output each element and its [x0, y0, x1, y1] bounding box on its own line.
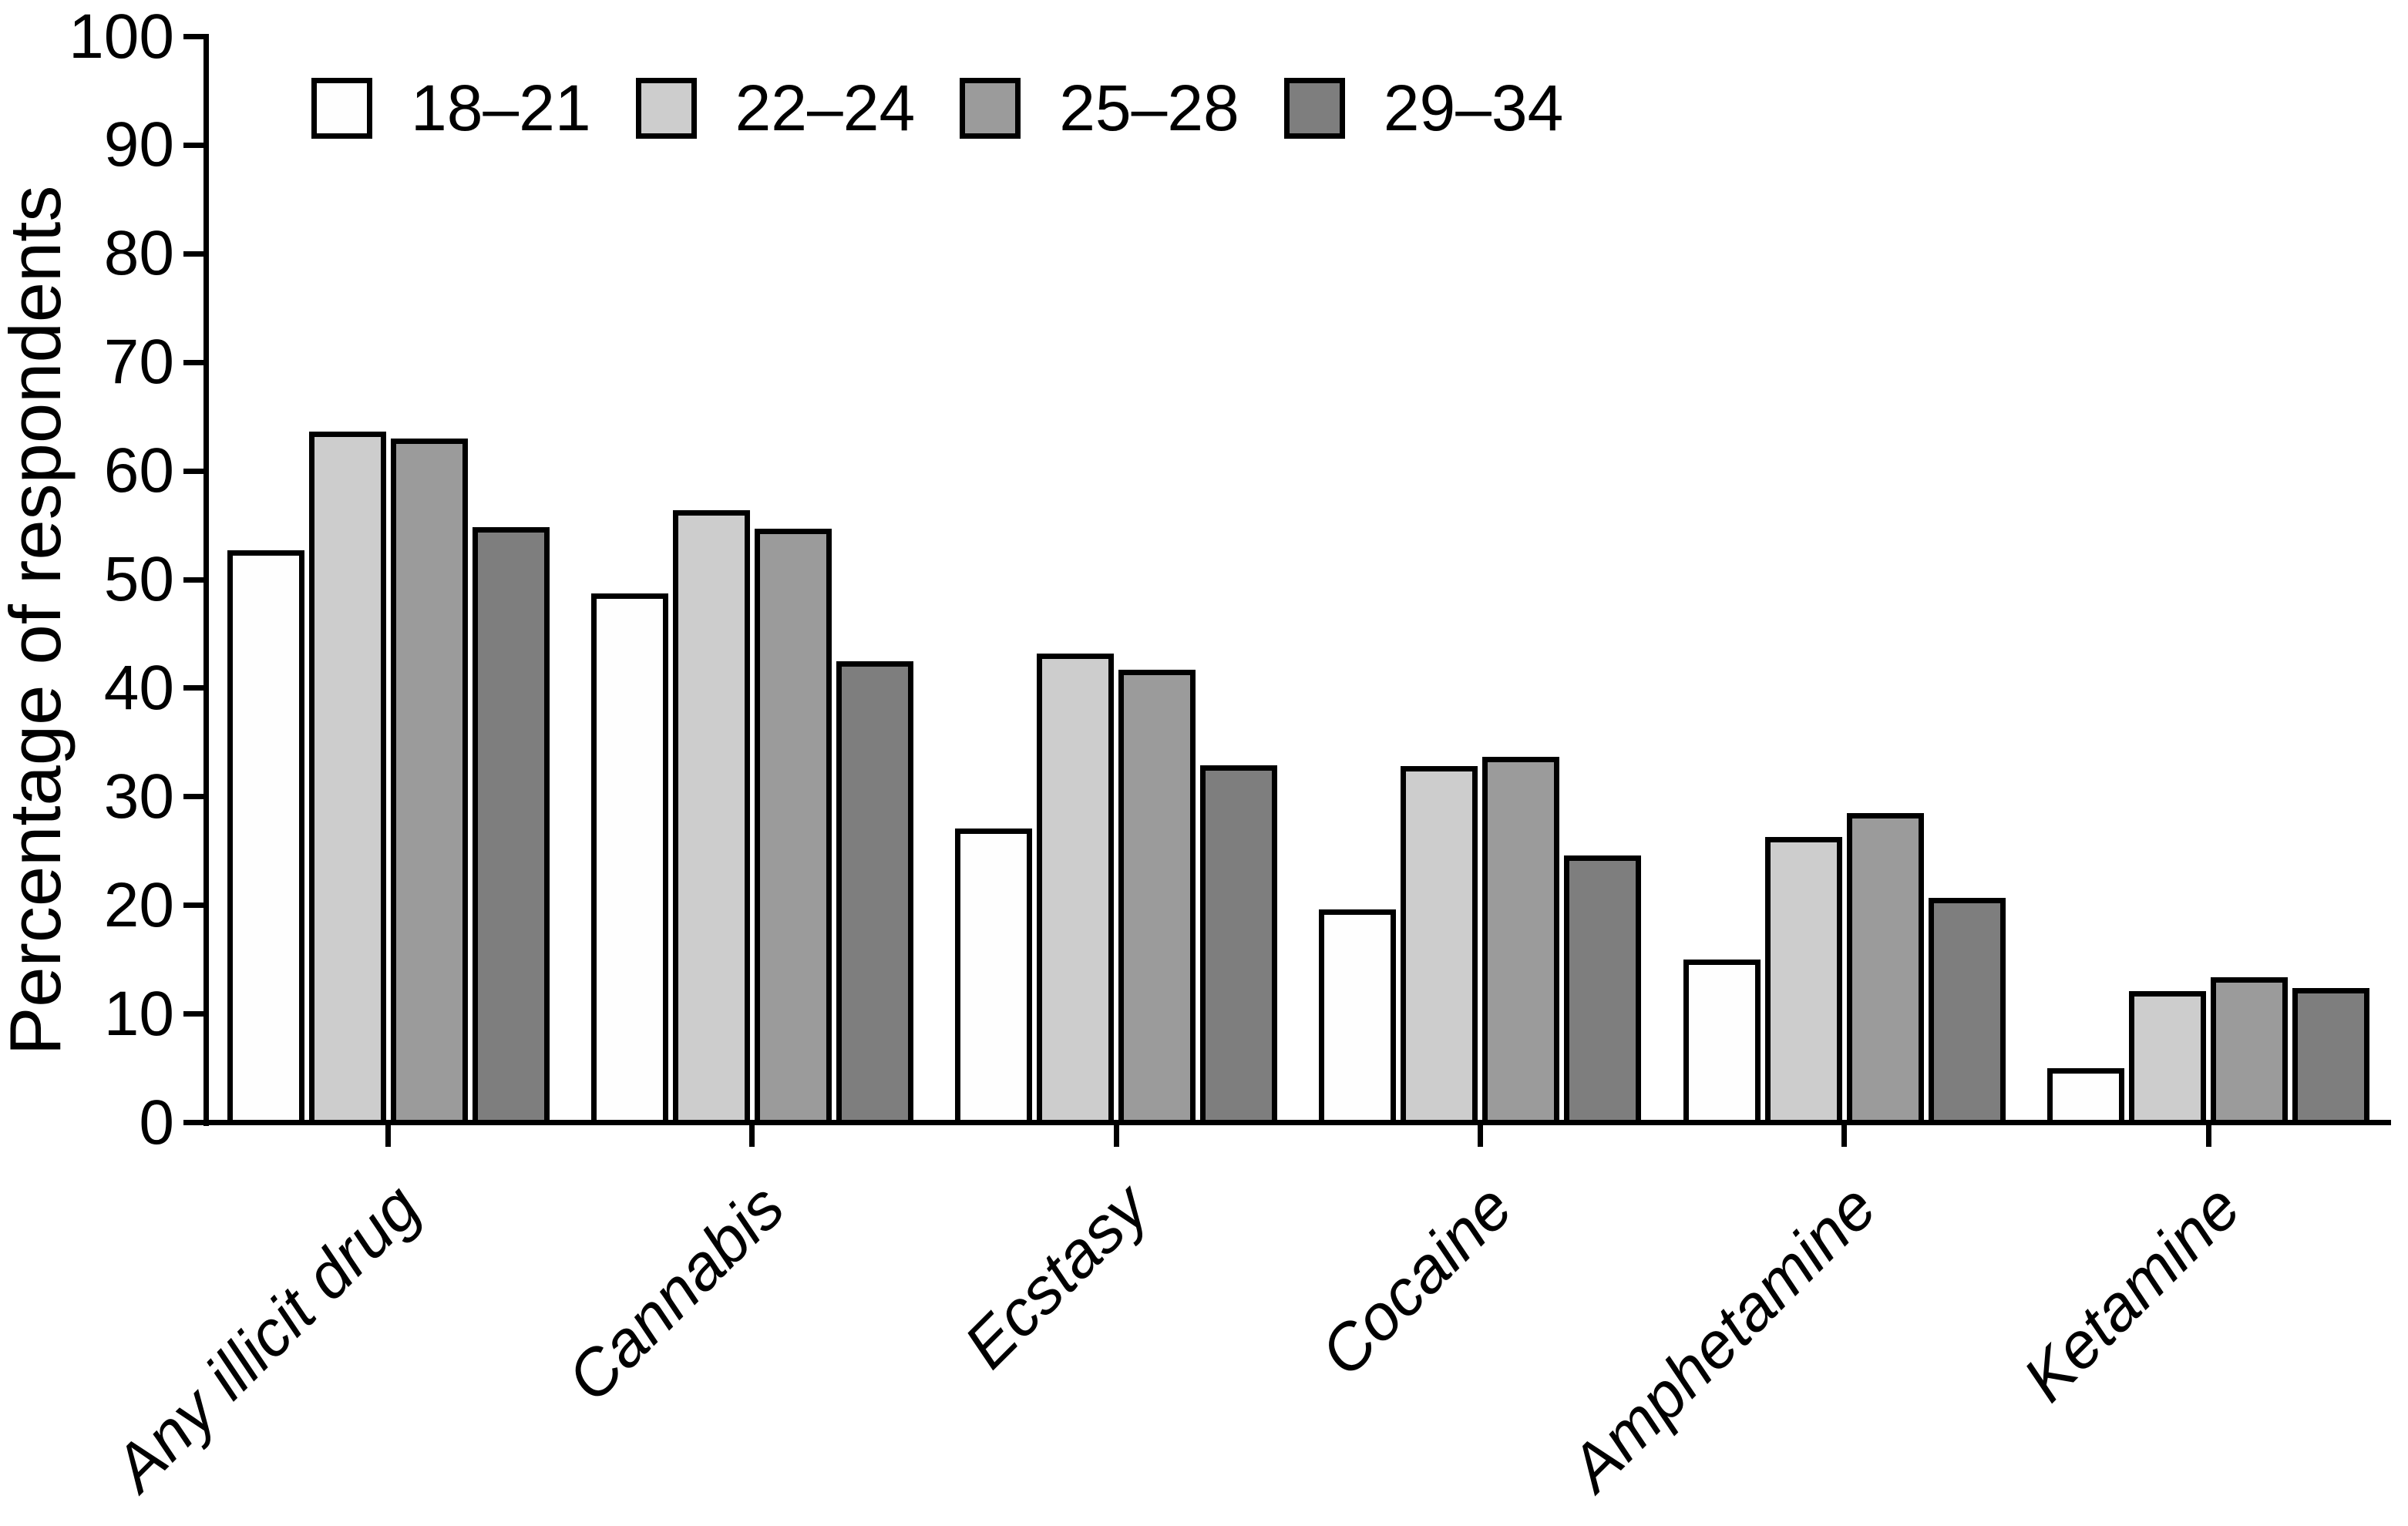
bar-any-illicit-drug-25-28	[390, 438, 468, 1126]
bar-ecstasy-29-34	[1200, 765, 1278, 1126]
bar-ecstasy-25-28	[1118, 669, 1196, 1126]
legend-swatch-29-34	[1283, 77, 1345, 139]
legend-label-25-28: 25–28	[1059, 72, 1239, 144]
x-tick-ketamine	[2205, 1125, 2211, 1147]
bar-amphetamine-29-34	[1928, 897, 2006, 1126]
category-label-any-illicit-drug: Any illicit drug	[99, 1170, 434, 1504]
y-tick-60	[183, 468, 203, 474]
legend-swatch-18-21	[311, 77, 372, 139]
bar-amphetamine-25-28	[1846, 812, 1924, 1126]
y-tick-80	[183, 250, 203, 257]
bar-amphetamine-18-21	[1683, 960, 1761, 1126]
category-label-ketamine: Ketamine	[2009, 1170, 2255, 1415]
x-tick-ecstasy	[1113, 1125, 1119, 1147]
y-tick-20	[183, 902, 203, 909]
legend-label-22-24: 22–24	[735, 72, 916, 144]
bar-ketamine-18-21	[2047, 1068, 2124, 1126]
x-tick-cannabis	[749, 1125, 755, 1147]
y-tick-30	[183, 794, 203, 800]
y-tick-10	[183, 1011, 203, 1017]
bar-ketamine-29-34	[2292, 987, 2369, 1126]
y-tick-label-70: 70	[103, 327, 174, 398]
bar-ketamine-22-24	[2129, 991, 2206, 1126]
y-tick-70	[183, 359, 203, 365]
bar-cannabis-25-28	[754, 528, 832, 1126]
y-axis-title: Percentage of respondents	[0, 185, 76, 1056]
bar-cocaine-22-24	[1401, 766, 1478, 1126]
bar-any-illicit-drug-29-34	[472, 527, 550, 1126]
y-axis-line	[203, 34, 209, 1126]
bar-cocaine-29-34	[1564, 855, 1642, 1126]
bar-ecstasy-18-21	[955, 828, 1033, 1126]
legend: 18–21 22–24 25–28 29–34	[311, 76, 1563, 140]
bar-any-illicit-drug-22-24	[308, 432, 386, 1126]
legend-swatch-22-24	[635, 77, 697, 139]
bar-any-illicit-drug-18-21	[227, 550, 304, 1126]
legend-item-22-24: 22–24	[635, 72, 916, 144]
y-tick-label-90: 90	[103, 109, 174, 180]
y-tick-label-50: 50	[103, 544, 174, 614]
y-tick-label-10: 10	[103, 978, 174, 1049]
y-tick-90	[183, 142, 203, 148]
bar-cocaine-18-21	[1319, 909, 1397, 1126]
y-tick-label-30: 30	[103, 761, 174, 832]
category-label-ecstasy: Ecstasy	[950, 1170, 1162, 1383]
legend-item-29-34: 29–34	[1283, 72, 1564, 144]
bar-cannabis-22-24	[672, 509, 750, 1126]
bar-cocaine-25-28	[1482, 756, 1560, 1126]
category-label-cocaine: Cocaine	[1307, 1170, 1526, 1390]
y-tick-label-40: 40	[103, 652, 174, 723]
legend-label-29-34: 29–34	[1383, 72, 1564, 144]
x-tick-any-illicit-drug	[385, 1125, 391, 1147]
category-label-amphetamine: Amphetamine	[1555, 1170, 1890, 1504]
category-label-cannabis: Cannabis	[553, 1170, 798, 1416]
y-tick-label-80: 80	[103, 218, 174, 289]
y-tick-label-60: 60	[103, 435, 174, 506]
y-tick-label-100: 100	[69, 1, 174, 72]
y-tick-100	[183, 34, 203, 39]
legend-swatch-25-28	[960, 77, 1021, 139]
y-tick-0	[183, 1120, 203, 1125]
bar-cannabis-18-21	[590, 593, 668, 1126]
legend-item-25-28: 25–28	[960, 76, 1239, 140]
legend-label-18-21: 18–21	[411, 72, 591, 144]
bar-cannabis-29-34	[836, 660, 913, 1126]
x-tick-cocaine	[1477, 1125, 1483, 1147]
bar-amphetamine-22-24	[1764, 836, 1842, 1126]
bar-ketamine-25-28	[2211, 976, 2288, 1126]
legend-item-18-21: 18–21	[311, 76, 591, 140]
y-tick-label-0: 0	[139, 1087, 174, 1158]
x-tick-amphetamine	[1841, 1125, 1848, 1147]
y-tick-label-20: 20	[103, 869, 174, 940]
y-tick-50	[183, 576, 203, 583]
bar-ecstasy-22-24	[1037, 653, 1115, 1126]
y-tick-40	[183, 685, 203, 691]
x-axis-line	[203, 1120, 2391, 1125]
